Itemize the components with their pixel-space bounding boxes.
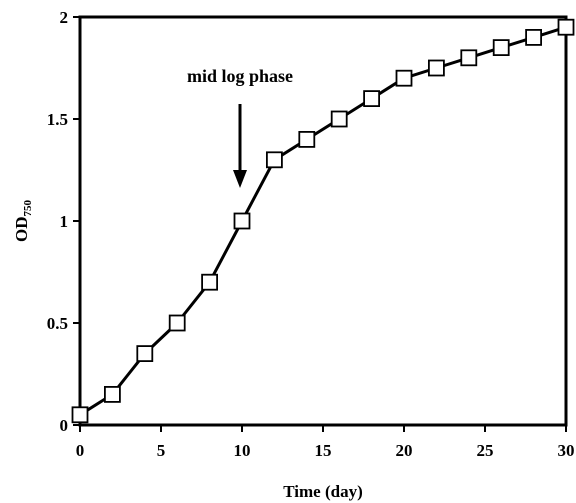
y-axis-title-main: OD <box>12 217 31 243</box>
y-tick-label: 1.5 <box>47 110 68 129</box>
x-tick-label: 20 <box>396 441 413 460</box>
y-tick-label: 0 <box>60 416 69 435</box>
data-point-marker <box>330 110 348 128</box>
data-point-marker <box>557 18 575 36</box>
x-tick-label: 25 <box>477 441 494 460</box>
annotation-arrow <box>233 104 247 188</box>
data-point-marker <box>71 406 89 424</box>
data-point-marker <box>298 130 316 148</box>
plot-frame <box>78 15 568 427</box>
data-point-marker <box>265 151 283 169</box>
x-tick-label: 5 <box>157 441 166 460</box>
y-axis-title: OD750 <box>12 200 34 243</box>
x-axis-ticks: 0 5 10 15 20 25 30 <box>76 425 575 460</box>
x-tick-label: 0 <box>76 441 85 460</box>
data-point-marker <box>525 28 542 46</box>
data-point-marker <box>201 273 219 291</box>
data-point-marker <box>460 49 478 67</box>
data-point-marker <box>363 90 381 107</box>
x-tick-label: 15 <box>315 441 332 460</box>
series-markers <box>71 18 575 424</box>
x-tick-label: 30 <box>558 441 575 460</box>
y-axis-title-subscript: 750 <box>22 200 34 217</box>
y-tick-label: 0.5 <box>47 314 68 333</box>
y-axis-ticks: 0 0.5 1 1.5 2 <box>47 8 80 435</box>
x-tick-label: 10 <box>234 441 251 460</box>
data-point-marker <box>233 212 251 230</box>
y-tick-label: 2 <box>60 8 69 27</box>
data-point-marker <box>492 39 510 56</box>
y-tick-label: 1 <box>60 212 69 231</box>
data-point-marker <box>136 345 154 363</box>
series-line <box>79 25 567 417</box>
data-point-marker <box>395 69 413 87</box>
data-point-marker <box>168 314 186 332</box>
x-axis-title: Time (day) <box>283 482 363 501</box>
data-point-marker <box>427 59 445 77</box>
annotation-text: mid log phase <box>187 66 293 86</box>
data-point-marker <box>104 385 121 403</box>
